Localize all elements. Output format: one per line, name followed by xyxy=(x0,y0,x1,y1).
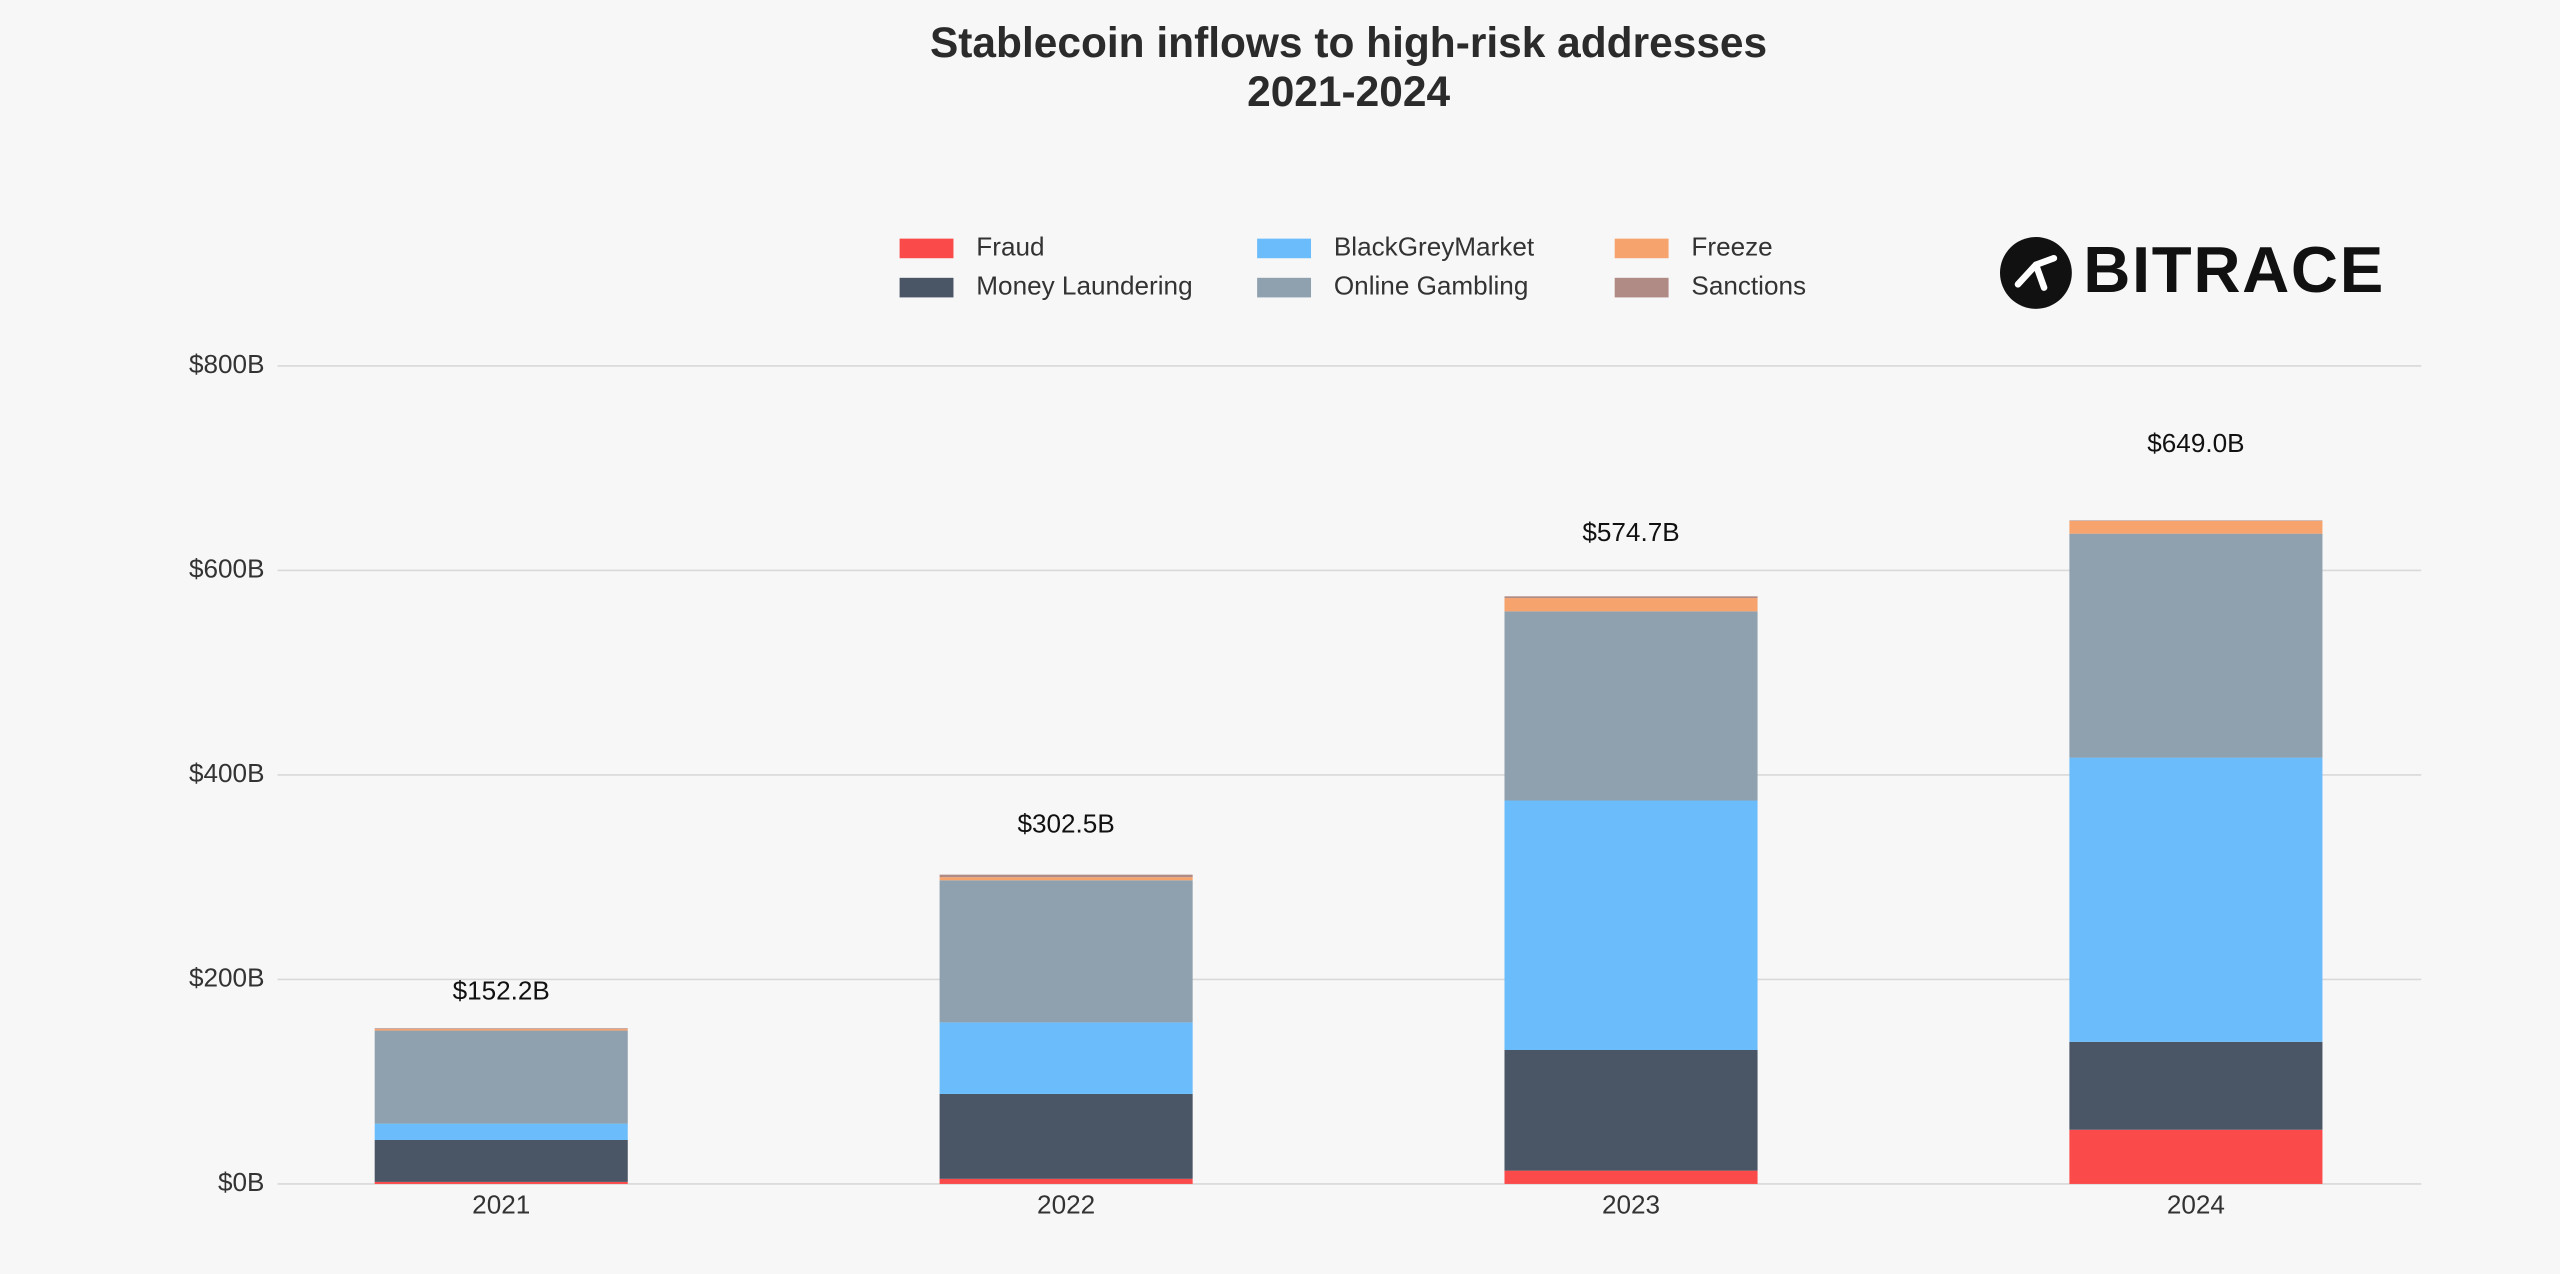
bar-segment xyxy=(2069,520,2323,534)
bar-segment xyxy=(1504,598,1758,612)
total-label: $649.0B xyxy=(2147,428,2244,458)
bar-segment xyxy=(2069,1041,2323,1130)
chart-title: Stablecoin inflows to high-risk addresse… xyxy=(930,19,1767,66)
legend-swatch xyxy=(899,238,954,259)
x-tick-label: 2024 xyxy=(2167,1190,2225,1220)
total-label: $574.7B xyxy=(1582,517,1679,547)
legend-label: Money Laundering xyxy=(976,271,1192,301)
bar-segment xyxy=(2069,1129,2323,1184)
x-tick-label: 2022 xyxy=(1037,1190,1095,1220)
bar-segment xyxy=(374,1181,628,1184)
bar-segment xyxy=(374,1139,628,1182)
bar-segment xyxy=(374,1028,628,1030)
bar-segment xyxy=(2069,520,2323,521)
bar-segment xyxy=(939,880,1193,1023)
y-tick-label: $200B xyxy=(189,962,265,992)
legend-label: Freeze xyxy=(1691,231,1772,261)
legend-swatch xyxy=(1257,277,1312,298)
bar-segment xyxy=(374,1123,628,1140)
y-tick-label: $600B xyxy=(189,553,265,583)
legend-label: BlackGreyMarket xyxy=(1334,231,1535,261)
logo-text: BITRACE xyxy=(2083,233,2385,306)
bar-segment xyxy=(1504,1170,1758,1184)
bar-segment xyxy=(939,874,1193,878)
bar-segment xyxy=(2069,757,2323,1042)
bar-segment xyxy=(1504,596,1758,599)
y-tick-label: $400B xyxy=(189,758,265,788)
total-label: $302.5B xyxy=(1017,809,1114,839)
bar-segment xyxy=(374,1030,628,1124)
y-tick-label: $0B xyxy=(218,1167,264,1197)
bar-segment xyxy=(939,1022,1193,1094)
bar-segment xyxy=(1504,800,1758,1050)
legend-swatch xyxy=(1614,277,1669,298)
x-tick-label: 2021 xyxy=(472,1190,530,1220)
bar-segment xyxy=(1504,1049,1758,1171)
bar-segment xyxy=(939,1093,1193,1179)
legend-label: Online Gambling xyxy=(1334,271,1528,301)
legend-swatch xyxy=(1614,238,1669,259)
bar-segment xyxy=(1504,611,1758,801)
bar-segment xyxy=(939,877,1193,881)
legend-swatch xyxy=(1257,238,1312,259)
total-label: $152.2B xyxy=(453,975,550,1005)
logo-icon-mark xyxy=(2014,254,2058,291)
legend-label: Fraud xyxy=(976,231,1044,261)
bar-segment xyxy=(939,1178,1193,1184)
logo: BITRACE xyxy=(2000,233,2385,309)
legend-label: Sanctions xyxy=(1691,271,1806,301)
legend-swatch xyxy=(899,277,954,298)
chart-subtitle: 2021-2024 xyxy=(1247,68,1450,115)
y-tick-label: $800B xyxy=(189,349,265,379)
bar-segment xyxy=(2069,533,2323,758)
bar-segment xyxy=(374,1029,628,1031)
x-tick-label: 2023 xyxy=(1602,1190,1660,1220)
